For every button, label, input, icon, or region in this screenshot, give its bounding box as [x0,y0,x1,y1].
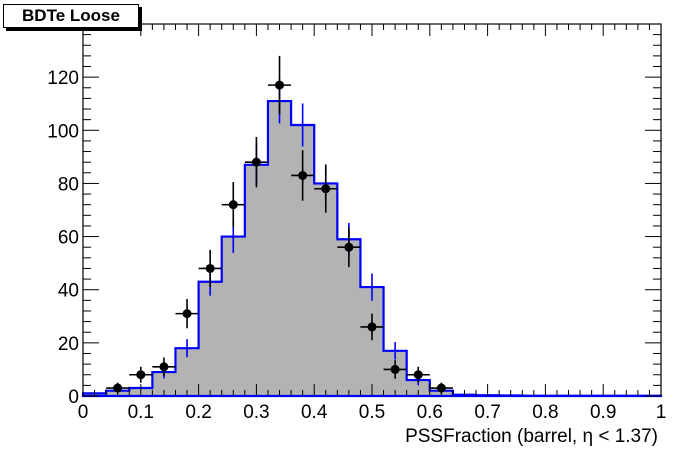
data-point-marker [228,200,238,210]
data-point-marker [182,309,192,319]
x-tick-label: 0.9 [590,402,616,423]
data-point-marker [251,157,261,167]
data-points-series [106,55,453,394]
data-point-marker [390,364,400,374]
data-point-marker [344,242,354,252]
x-tick-label: 0.3 [243,402,269,423]
y-tick-label: 80 [58,174,79,195]
data-point [244,136,268,188]
data-point [221,182,245,228]
x-tick-label: 0.4 [301,402,328,423]
data-point-marker [275,80,285,90]
data-point [175,299,199,329]
y-tick-label: 100 [47,121,79,142]
data-point [267,55,292,115]
data-point-marker [436,383,446,393]
chart-title: BDTe Loose [3,4,139,28]
x-axis-ticks: 0 0.1 0.2 0.3 0.4 0.5 0.6 0.7 0.8 0.9 1 [78,24,667,423]
data-point-marker [367,322,377,332]
data-point-marker [136,370,146,380]
data-point-marker [113,383,123,393]
x-tick-label: 0.1 [128,402,154,423]
data-point [291,150,315,201]
data-point-marker [321,184,331,194]
data-point [129,366,153,383]
data-point [314,164,338,213]
y-tick-label: 0 [68,387,79,408]
data-point-marker [205,263,215,273]
data-point [106,382,130,394]
data-point [406,366,430,383]
data-point-marker [159,362,169,372]
x-tick-label: 1 [656,402,667,423]
x-tick-label: 0.2 [185,402,211,423]
y-tick-label: 60 [58,228,79,249]
x-tick-label: 0.5 [359,402,385,423]
x-tick-label: 0 [78,402,89,423]
data-point [152,357,176,377]
data-point-marker [298,170,308,180]
x-tick-label: 0.6 [417,402,443,423]
x-axis-title: PSSFraction (barrel, η < 1.37) [405,426,658,447]
data-point [337,227,361,268]
y-tick-label: 120 [47,68,79,89]
data-point [198,249,222,288]
data-point [360,313,384,341]
histogram-fill [81,99,663,398]
data-point [383,360,407,379]
y-tick-label: 40 [58,281,79,302]
x-tick-label: 0.8 [532,402,558,423]
data-point-marker [413,370,423,380]
x-tick-label: 0.7 [474,402,500,423]
y-tick-label: 20 [58,334,79,355]
histogram-series [81,78,663,398]
